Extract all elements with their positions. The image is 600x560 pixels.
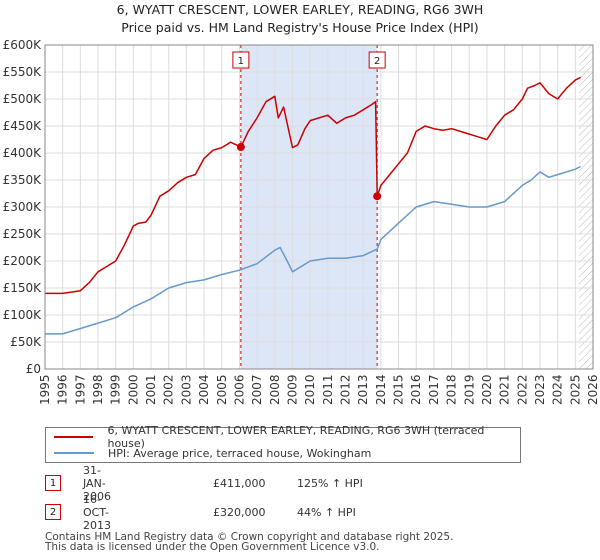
transaction-badge: 1 bbox=[45, 475, 61, 491]
x-tick-label: 2004 bbox=[197, 374, 211, 405]
x-tick-label: 2017 bbox=[427, 374, 441, 405]
x-tick-label: 2003 bbox=[179, 374, 193, 405]
x-tick-label: 1996 bbox=[56, 374, 70, 405]
y-tick-label: £600K bbox=[3, 38, 43, 52]
x-tick-label: 1998 bbox=[91, 374, 105, 405]
legend: 6, WYATT CRESCENT, LOWER EARLEY, READING… bbox=[45, 424, 521, 463]
y-tick-label: £250K bbox=[3, 227, 43, 241]
x-tick-label: 2018 bbox=[445, 374, 459, 405]
legend-label-property: 6, WYATT CRESCENT, LOWER EARLEY, READING… bbox=[107, 424, 485, 450]
chart-subtitle: Price paid vs. HM Land Registry's House … bbox=[121, 20, 479, 35]
y-tick-label: £300K bbox=[3, 200, 43, 214]
transaction-row: 1 31-JAN-2006 £411,000 125% ↑ HPI bbox=[45, 464, 363, 503]
x-tick-label: 2021 bbox=[498, 374, 512, 405]
transaction-badge-label: 1 bbox=[238, 56, 244, 67]
x-tick-label: 2015 bbox=[392, 374, 406, 405]
y-tick-label: £400K bbox=[3, 146, 43, 160]
x-tick-label: 2002 bbox=[162, 374, 176, 405]
y-tick-label: £350K bbox=[3, 173, 43, 187]
legend-item-hpi: HPI: Average price, terraced house, Woki… bbox=[54, 445, 371, 461]
y-tick-label: £500K bbox=[3, 92, 43, 106]
transaction-price: £320,000 bbox=[213, 505, 266, 519]
chart-title-address: 6, WYATT CRESCENT, LOWER EARLEY, READING… bbox=[116, 2, 484, 17]
x-tick-label: 2013 bbox=[356, 374, 370, 405]
x-tick-label: 1995 bbox=[38, 374, 52, 405]
transaction-badge: 2 bbox=[45, 504, 61, 520]
transaction-date: 16-OCT-2013 bbox=[83, 492, 111, 532]
transaction-hpi-change: 125% ↑ HPI bbox=[297, 476, 363, 490]
y-tick-label: £450K bbox=[3, 119, 43, 133]
x-tick-label: 2011 bbox=[321, 374, 335, 405]
x-tick-label: 2000 bbox=[126, 374, 140, 405]
footer-attribution: Contains HM Land Registry data © Crown c… bbox=[45, 531, 454, 553]
x-tick-label: 2020 bbox=[480, 374, 494, 405]
x-tick-label: 2001 bbox=[144, 374, 158, 405]
plot-frame bbox=[44, 44, 594, 370]
x-tick-label: 2010 bbox=[303, 374, 317, 405]
price-chart: 1 2 £0 £50K £100K £150K £200K £250K £300K £350K £… bbox=[3, 38, 600, 405]
x-tick-label: 2024 bbox=[551, 374, 565, 405]
y-tick-label: £200K bbox=[3, 254, 43, 268]
x-tick-label: 2026 bbox=[586, 374, 600, 405]
property-price-line bbox=[45, 76, 581, 295]
legend-item-property: 6, WYATT CRESCENT, LOWER EARLEY, READING… bbox=[54, 424, 520, 450]
transaction-badge-box bbox=[368, 51, 386, 69]
legend-swatch-hpi bbox=[54, 452, 94, 454]
y-tick-label: £150K bbox=[3, 281, 43, 295]
x-tick-label: 2006 bbox=[232, 374, 246, 405]
y-tick-label: £100K bbox=[3, 308, 43, 322]
transaction-price: £411,000 bbox=[213, 476, 266, 490]
x-tick-label: 2016 bbox=[409, 374, 423, 405]
x-tick-label: 2009 bbox=[285, 374, 299, 405]
y-tick-label: £0 bbox=[26, 362, 41, 376]
x-tick-label: 2005 bbox=[215, 374, 229, 405]
x-tick-label: 2022 bbox=[515, 374, 529, 405]
transaction-badge-box bbox=[232, 51, 250, 69]
transaction-date: 31-JAN-2006 bbox=[83, 463, 111, 503]
x-tick-label: 1999 bbox=[109, 374, 123, 405]
y-tick-label: £550K bbox=[3, 65, 43, 79]
transaction-badge-label: 2 bbox=[374, 56, 380, 67]
x-tick-label: 2008 bbox=[268, 374, 282, 405]
x-tick-label: 2012 bbox=[339, 374, 353, 405]
y-tick-label: £50K bbox=[10, 335, 42, 349]
transaction-row: 2 16-OCT-2013 £320,000 44% ↑ HPI bbox=[45, 493, 356, 532]
transaction-hpi-change: 44% ↑ HPI bbox=[297, 505, 356, 519]
transaction-point bbox=[236, 143, 245, 152]
footer-licence: This data is licensed under the Open Gov… bbox=[45, 541, 380, 553]
footer-copyright: Contains HM Land Registry data © Crown c… bbox=[45, 531, 454, 543]
transaction-point bbox=[373, 192, 382, 201]
x-tick-label: 2025 bbox=[568, 374, 582, 405]
hpi-line bbox=[45, 165, 581, 335]
legend-swatch-property bbox=[54, 436, 94, 438]
legend-label-hpi: HPI: Average price, terraced house, Woki… bbox=[108, 446, 372, 460]
x-tick-label: 2019 bbox=[462, 374, 476, 405]
x-tick-label: 2014 bbox=[374, 374, 388, 405]
x-tick-label: 2007 bbox=[250, 374, 264, 405]
x-tick-label: 2023 bbox=[533, 374, 547, 405]
x-tick-label: 1997 bbox=[73, 374, 87, 405]
